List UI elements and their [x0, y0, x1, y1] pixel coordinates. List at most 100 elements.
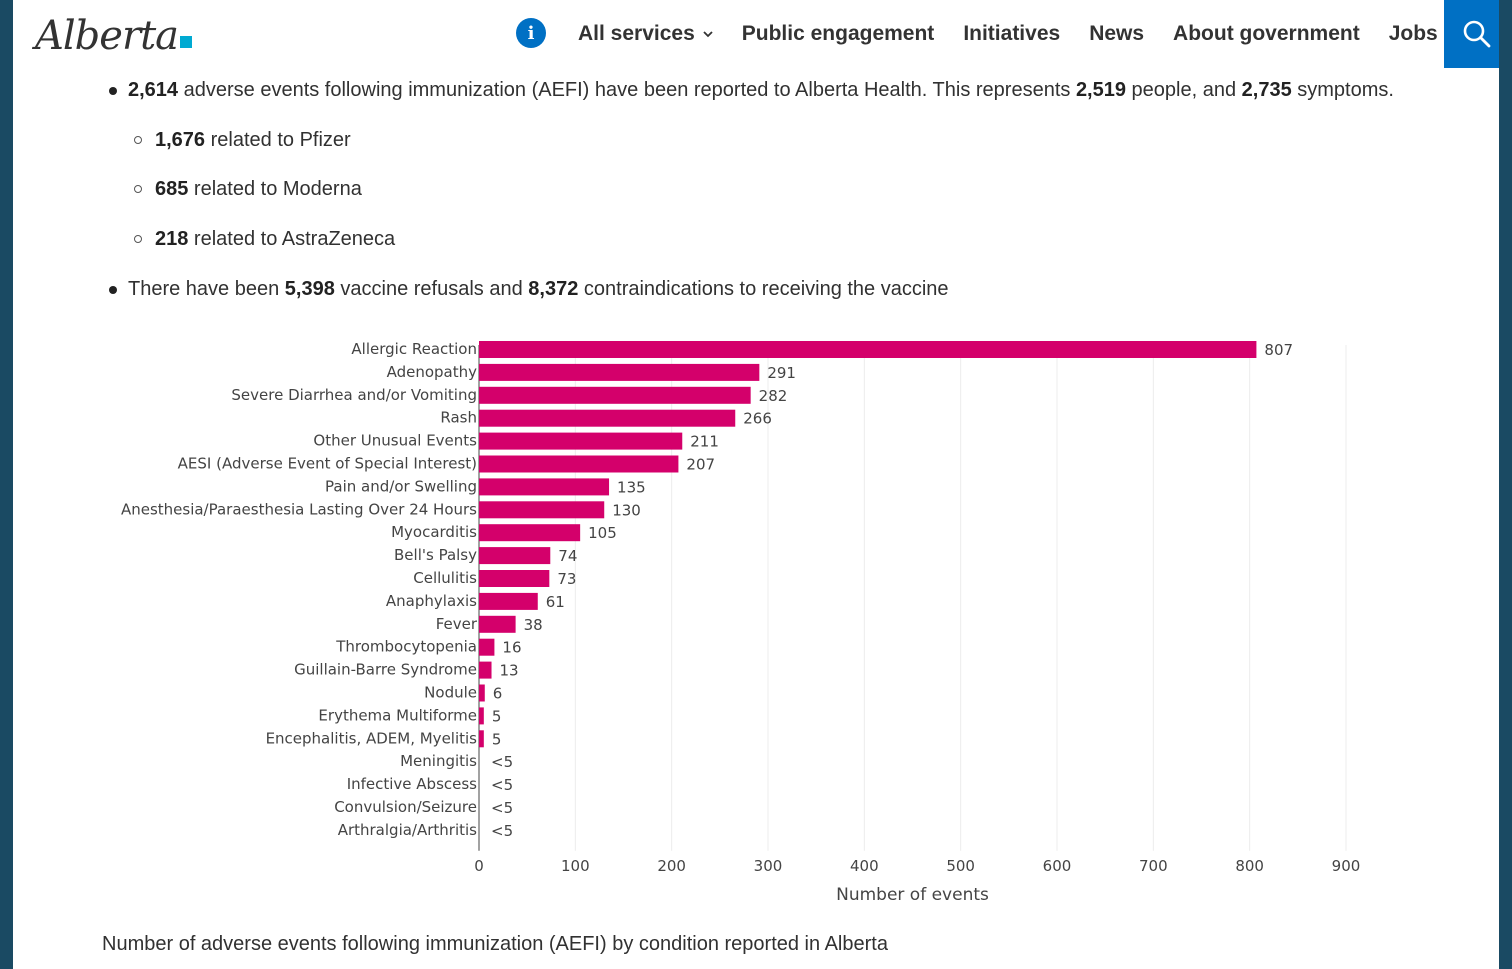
bullet-dot [109, 87, 117, 95]
x-tick-label: 800 [1235, 857, 1264, 875]
sub-bullet-circle [134, 185, 142, 193]
bar [479, 341, 1257, 358]
data-label: 38 [524, 616, 543, 634]
data-label: <5 [491, 753, 513, 771]
data-label: <5 [491, 776, 513, 794]
category-label: Meningitis [400, 752, 477, 770]
nav-initiatives[interactable]: Initiatives [963, 22, 1061, 45]
pfizer-count-text: 1,676 related to Pfizer [155, 129, 351, 151]
data-label: 282 [759, 387, 788, 405]
x-tick-label: 0 [474, 857, 484, 875]
bar [479, 501, 605, 519]
nav-all-services-label: All services [578, 22, 695, 45]
category-label: Allergic Reaction [351, 340, 477, 358]
bar [479, 455, 679, 473]
category-label: Myocarditis [391, 523, 477, 541]
category-label: Arthralgia/Arthritis [338, 821, 477, 839]
data-label: 74 [558, 547, 577, 565]
category-label: Rash [440, 409, 477, 427]
data-label: 211 [690, 433, 719, 451]
category-label: Bell's Palsy [394, 546, 477, 564]
data-label: 207 [686, 456, 715, 474]
data-label: <5 [491, 822, 513, 840]
x-axis-label: Number of events [836, 885, 989, 905]
bar [479, 432, 683, 450]
bar [479, 615, 516, 633]
page: Alberta i All services Public engagement… [13, 0, 1499, 969]
logo-accent-square [180, 36, 192, 48]
x-tick-label: 900 [1332, 857, 1361, 875]
refusals-text: There have been 5,398 vaccine refusals a… [128, 278, 949, 300]
sub-bullet-circle [134, 235, 142, 243]
data-label: 73 [557, 570, 576, 588]
nav-all-services[interactable]: All services [578, 22, 713, 46]
bar [479, 661, 492, 679]
aefi-bar-chart: Allergic Reaction 807 Adenopathy 291 Severe … [121, 340, 1361, 905]
bar [479, 363, 760, 381]
x-tick-label: 600 [1043, 857, 1072, 875]
nav-jobs[interactable]: Jobs [1388, 22, 1438, 45]
bar [479, 592, 538, 610]
category-label: Erythema Multiforme [318, 706, 477, 724]
category-label: Severe Diarrhea and/or Vomiting [231, 386, 477, 404]
bar [479, 478, 610, 496]
data-label: 6 [493, 685, 503, 703]
alberta-logo[interactable]: Alberta [35, 8, 192, 58]
data-label: 291 [767, 364, 796, 382]
x-tick-label: 700 [1139, 857, 1168, 875]
chart-caption: Number of adverse events following immun… [102, 933, 888, 955]
category-label: Guillain-Barre Syndrome [294, 661, 477, 679]
category-label: Cellulitis [413, 569, 477, 587]
category-label: Fever [436, 615, 478, 633]
bar [479, 707, 484, 725]
bar [479, 524, 581, 542]
data-label: 130 [612, 501, 641, 519]
category-label: Anaphylaxis [386, 592, 477, 610]
data-label: 5 [492, 730, 502, 748]
bar [479, 547, 551, 565]
category-label: Nodule [424, 684, 477, 702]
bar [479, 570, 550, 587]
x-tick-label: 200 [657, 857, 686, 875]
bar [479, 386, 751, 404]
main-nav: All services Public engagement Initiativ… [578, 22, 1467, 46]
x-tick-label: 500 [946, 857, 975, 875]
info-icon[interactable]: i [516, 18, 546, 48]
nav-news[interactable]: News [1089, 22, 1145, 45]
category-label: Convulsion/Seizure [334, 798, 477, 816]
logo-wordmark: Alberta [35, 13, 179, 59]
x-tick-label: 100 [561, 857, 590, 875]
data-label: 807 [1264, 341, 1293, 359]
data-label: 16 [502, 639, 521, 657]
category-label: Other Unusual Events [313, 432, 477, 450]
bar [479, 638, 495, 656]
bar [479, 684, 485, 702]
category-label: Encephalitis, ADEM, Myelitis [266, 729, 478, 747]
data-label: <5 [491, 799, 513, 817]
category-label: Infective Abscess [347, 775, 477, 793]
data-label: 105 [588, 524, 617, 542]
x-tick-label: 300 [754, 857, 783, 875]
search-button[interactable] [1444, 0, 1499, 68]
bar [479, 409, 736, 427]
category-label: Pain and/or Swelling [325, 477, 477, 495]
search-icon [1463, 20, 1491, 48]
bar [479, 730, 484, 748]
category-label: Adenopathy [387, 363, 478, 381]
moderna-count-text: 685 related to Moderna [155, 178, 362, 200]
data-label: 13 [500, 662, 519, 680]
nav-about-government[interactable]: About government [1173, 22, 1360, 45]
bullet-dot [109, 286, 117, 294]
data-label: 5 [492, 707, 502, 725]
nav-public-engagement[interactable]: Public engagement [741, 22, 935, 45]
sub-bullet-circle [134, 136, 142, 144]
x-tick-label: 400 [850, 857, 879, 875]
site-header: Alberta i All services Public engagement… [13, 0, 1499, 68]
category-label: Anesthesia/Paraesthesia Lasting Over 24 … [121, 500, 477, 518]
aefi-summary-text: 2,614 adverse events following immunizat… [128, 79, 1394, 101]
chevron-down-icon [703, 31, 713, 38]
astrazeneca-count-text: 218 related to AstraZeneca [155, 228, 396, 250]
category-label: AESI (Adverse Event of Special Interest) [178, 455, 477, 473]
data-label: 135 [617, 478, 646, 496]
category-label: Thrombocytopenia [335, 638, 477, 656]
